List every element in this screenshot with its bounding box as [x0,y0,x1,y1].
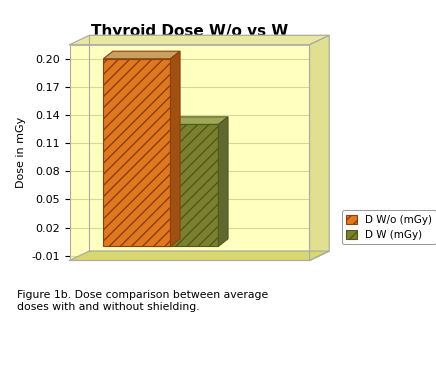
Polygon shape [151,117,228,124]
Bar [151,124,218,246]
Bar [103,59,170,246]
Polygon shape [310,35,329,260]
Polygon shape [170,51,180,246]
Polygon shape [218,117,228,246]
Title: Thyroid Dose W/o vs W: Thyroid Dose W/o vs W [91,24,288,39]
Polygon shape [70,35,329,45]
Polygon shape [103,51,180,59]
Legend: D W/o (mGy), D W (mGy): D W/o (mGy), D W (mGy) [342,211,436,244]
Y-axis label: Dose in mGy: Dose in mGy [16,117,26,188]
Polygon shape [70,251,329,260]
Text: Figure 1b. Dose comparison between average
doses with and without shielding.: Figure 1b. Dose comparison between avera… [17,290,269,312]
